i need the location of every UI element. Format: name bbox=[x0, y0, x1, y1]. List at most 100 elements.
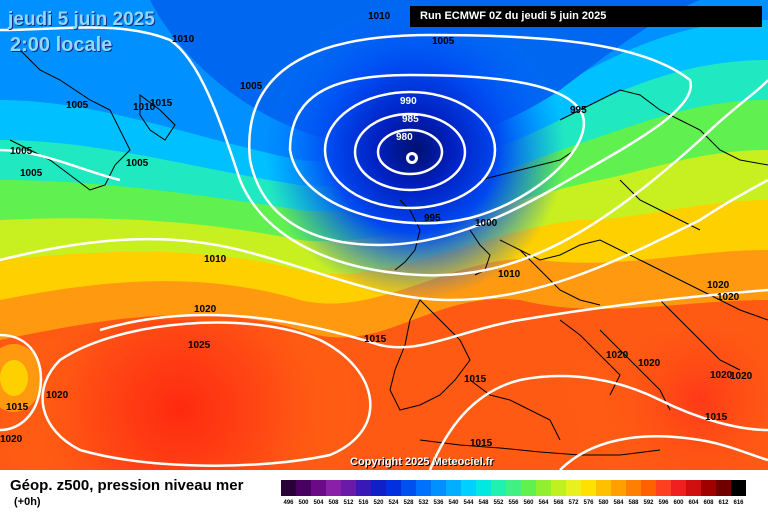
scale-swatch bbox=[521, 480, 536, 496]
scale-swatch bbox=[386, 480, 401, 496]
isobar-label: 1015 bbox=[470, 438, 493, 449]
scale-swatch bbox=[476, 480, 491, 496]
isobar-label: 1005 bbox=[10, 146, 33, 157]
isobar-label: 990 bbox=[400, 96, 417, 107]
scale-swatch bbox=[731, 480, 746, 496]
scale-swatch bbox=[626, 480, 641, 496]
scale-tick-label: 508 bbox=[328, 500, 339, 506]
isobar-label: 1020 bbox=[707, 280, 730, 291]
scale-tick-label: 564 bbox=[538, 500, 549, 506]
scale-tick-label: 592 bbox=[643, 500, 654, 506]
run-info: Run ECMWF 0Z du jeudi 5 juin 2025 bbox=[410, 6, 762, 27]
isobar-label: 1010 bbox=[133, 102, 156, 113]
legend-subtitle: (+0h) bbox=[14, 496, 41, 508]
scale-tick-label: 600 bbox=[673, 500, 684, 506]
isobar-label: 1015 bbox=[705, 412, 728, 423]
isobar-label: 1020 bbox=[717, 292, 740, 303]
color-scale bbox=[281, 480, 746, 496]
scale-swatch bbox=[701, 480, 716, 496]
isobar-label: 1010 bbox=[172, 34, 195, 45]
isobar-label: 1010 bbox=[204, 254, 227, 265]
isobar-label: 1025 bbox=[188, 340, 211, 351]
isobar-label: 1020 bbox=[730, 371, 753, 382]
scale-tick-label: 584 bbox=[613, 500, 624, 506]
scale-tick-label: 604 bbox=[688, 500, 699, 506]
scale-swatch bbox=[431, 480, 446, 496]
scale-tick-label: 560 bbox=[523, 500, 534, 506]
scale-swatch bbox=[401, 480, 416, 496]
scale-tick-label: 568 bbox=[553, 500, 564, 506]
scale-tick-label: 528 bbox=[403, 500, 414, 506]
scale-tick-label: 544 bbox=[463, 500, 474, 506]
scale-swatch bbox=[581, 480, 596, 496]
scale-swatch bbox=[536, 480, 551, 496]
scale-swatch bbox=[641, 480, 656, 496]
scale-swatch bbox=[461, 480, 476, 496]
isobar-label: 1005 bbox=[20, 168, 43, 179]
isobar-label: 1010 bbox=[498, 269, 521, 280]
scale-swatch bbox=[671, 480, 686, 496]
scale-swatch bbox=[551, 480, 566, 496]
scale-swatch bbox=[686, 480, 701, 496]
isobar-label: 1020 bbox=[194, 304, 217, 315]
scale-tick-label: 540 bbox=[448, 500, 459, 506]
scale-swatch bbox=[416, 480, 431, 496]
isobar-label: 985 bbox=[402, 114, 419, 125]
scale-swatch bbox=[656, 480, 671, 496]
scale-tick-label: 556 bbox=[508, 500, 519, 506]
scale-swatch bbox=[326, 480, 341, 496]
scale-tick-label: 516 bbox=[358, 500, 369, 506]
map-time: 2:00 locale bbox=[10, 34, 113, 56]
scale-tick-label: 500 bbox=[298, 500, 309, 506]
scale-tick-label: 548 bbox=[478, 500, 489, 506]
map-date: jeudi 5 juin 2025 bbox=[8, 9, 155, 30]
isobars bbox=[0, 26, 768, 470]
scale-tick-label: 532 bbox=[418, 500, 429, 506]
legend-footer: Géop. z500, pression niveau mer (+0h) 49… bbox=[0, 470, 768, 512]
scale-tick-label: 616 bbox=[733, 500, 744, 506]
scale-tick-label: 608 bbox=[703, 500, 714, 506]
scale-swatch bbox=[446, 480, 461, 496]
isobar-label: 995 bbox=[570, 105, 587, 116]
scale-swatch bbox=[371, 480, 386, 496]
isobar-label: 1005 bbox=[66, 100, 89, 111]
scale-tick-label: 596 bbox=[658, 500, 669, 506]
isobar-label: 1015 bbox=[364, 334, 387, 345]
scale-tick-label: 520 bbox=[373, 500, 384, 506]
scale-swatch bbox=[611, 480, 626, 496]
scale-tick-label: 612 bbox=[718, 500, 729, 506]
scale-swatch bbox=[491, 480, 506, 496]
scale-tick-label: 576 bbox=[583, 500, 594, 506]
isobar-label: 1015 bbox=[464, 374, 487, 385]
scale-tick-label: 524 bbox=[388, 500, 399, 506]
scale-swatch bbox=[281, 480, 296, 496]
geopotential-field: 1010 1005 1010 1005 1015 1010 1005 1005 … bbox=[0, 0, 768, 470]
isobar-label: 1005 bbox=[432, 36, 455, 47]
scale-swatch bbox=[296, 480, 311, 496]
isobar-label: 1015 bbox=[6, 402, 29, 413]
scale-tick-label: 512 bbox=[343, 500, 354, 506]
scale-swatch bbox=[566, 480, 581, 496]
scale-swatch bbox=[506, 480, 521, 496]
scale-tick-label: 536 bbox=[433, 500, 444, 506]
isobar-label: 980 bbox=[396, 132, 413, 143]
scale-swatch bbox=[356, 480, 371, 496]
isobar-label: 1005 bbox=[240, 81, 263, 92]
isobar-label: 1000 bbox=[475, 218, 498, 229]
isobar-label: 995 bbox=[424, 213, 441, 224]
scale-swatch bbox=[716, 480, 731, 496]
isobar-label: 1010 bbox=[368, 11, 391, 22]
isobar-label: 1020 bbox=[0, 434, 23, 445]
isobar-label: 1005 bbox=[126, 158, 149, 169]
isobar-label: 1020 bbox=[638, 358, 661, 369]
scale-tick-label: 588 bbox=[628, 500, 639, 506]
low-pressure-center bbox=[406, 152, 418, 164]
scale-swatch bbox=[341, 480, 356, 496]
scale-swatch bbox=[311, 480, 326, 496]
scale-tick-label: 580 bbox=[598, 500, 609, 506]
legend-title: Géop. z500, pression niveau mer bbox=[10, 477, 244, 494]
color-scale-ticks: 496 500 504 508 512 516 520 524 528 532 536 540 544 5… bbox=[281, 500, 746, 506]
weather-map: 1010 1005 1010 1005 1015 1010 1005 1005 … bbox=[0, 0, 768, 470]
isobar-label: 1020 bbox=[606, 350, 629, 361]
scale-tick-label: 496 bbox=[283, 500, 294, 506]
